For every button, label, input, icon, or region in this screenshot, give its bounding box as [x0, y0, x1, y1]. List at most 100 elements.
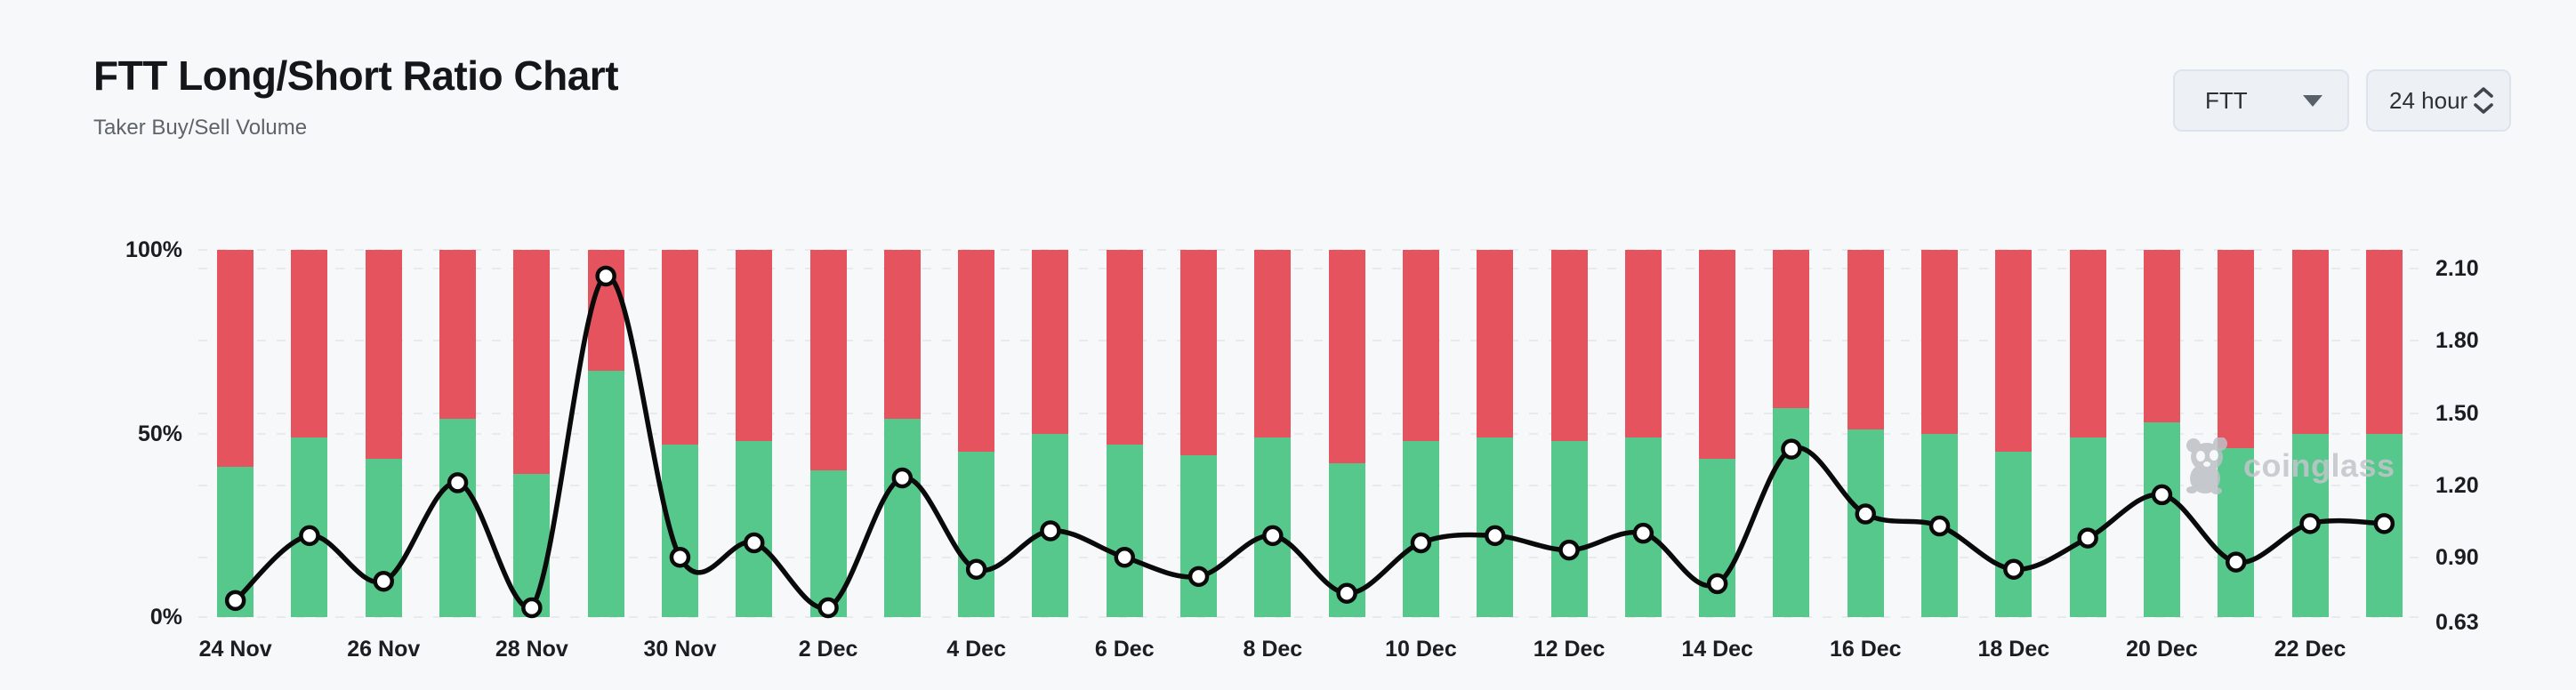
sell-segment	[2365, 250, 2403, 434]
chart-plot-area	[198, 249, 2421, 619]
x-tick-label: 22 Dec	[2274, 637, 2347, 662]
bar-26-Nov	[365, 250, 402, 617]
ratio-marker-30-Nov	[669, 546, 691, 568]
x-tick-label: 6 Dec	[1094, 637, 1155, 662]
bar-28-Nov	[513, 250, 551, 617]
buy-segment	[1550, 440, 1588, 617]
y-left-tick-label: 50%	[137, 421, 182, 446]
buy-segment	[1180, 455, 1218, 617]
y-left-tick-label: 100%	[125, 237, 182, 262]
sell-segment	[1106, 250, 1143, 445]
ratio-marker-14-Dec	[1706, 573, 1728, 595]
x-tick-label: 20 Dec	[2126, 637, 2198, 662]
x-tick-label: 2 Dec	[798, 637, 858, 662]
bar-8-Dec	[1254, 250, 1292, 617]
bar-7-Dec	[1180, 250, 1218, 617]
ratio-marker-15-Dec	[1781, 438, 1802, 460]
interval-select[interactable]: 24 hour	[2366, 69, 2511, 132]
buy-segment	[1402, 440, 1439, 617]
y-right-tick-label: 1.20	[2435, 472, 2479, 498]
buy-segment	[587, 371, 624, 617]
y-left-tick-label: 0%	[149, 605, 182, 630]
y-axis-left: 100% 50% 0%	[85, 237, 182, 630]
sell-segment	[2143, 250, 2180, 423]
sell-segment	[1032, 250, 1069, 434]
ratio-marker-27-Nov	[447, 472, 469, 493]
buy-segment	[513, 473, 551, 617]
bar-11-Dec	[1477, 250, 1514, 617]
sell-segment	[1624, 250, 1662, 437]
sell-segment	[1847, 250, 1884, 430]
ratio-marker-22-Dec	[2299, 513, 2321, 534]
sell-segment	[2218, 250, 2255, 449]
bar-24-Nov	[217, 250, 254, 617]
x-tick-label: 10 Dec	[1385, 637, 1457, 662]
x-tick-label: 14 Dec	[1681, 637, 1753, 662]
ratio-marker-10-Dec	[1410, 532, 1432, 554]
bar-3-Dec	[883, 250, 921, 617]
ratio-marker-29-Nov	[595, 265, 616, 287]
buy-segment	[1995, 452, 2033, 617]
page-subtitle: Taker Buy/Sell Volume	[93, 116, 308, 140]
sell-segment	[883, 250, 921, 419]
ratio-marker-3-Dec	[891, 467, 914, 489]
sell-segment	[291, 250, 328, 437]
buy-segment	[439, 418, 477, 617]
buy-segment	[2143, 422, 2180, 617]
ratio-marker-21-Dec	[2226, 551, 2247, 573]
bar-30-Nov	[661, 250, 698, 617]
buy-segment	[1106, 444, 1143, 617]
sell-segment	[2291, 250, 2329, 434]
sell-segment	[1477, 250, 1514, 437]
ratio-marker-5-Dec	[1040, 520, 1061, 542]
ratio-marker-17-Dec	[1928, 515, 1951, 537]
sell-segment	[809, 250, 847, 470]
sell-segment	[1180, 250, 1218, 456]
y-right-tick-label: 0.63	[2435, 609, 2479, 635]
y-right-tick-label: 0.90	[2435, 544, 2479, 570]
x-tick-label: 26 Nov	[347, 637, 421, 662]
buy-segment	[736, 440, 773, 617]
sell-segment	[217, 250, 254, 467]
y-right-tick-label: 2.10	[2435, 256, 2479, 282]
bar-21-Dec	[2218, 250, 2255, 617]
ratio-marker-19-Dec	[2077, 527, 2098, 549]
buy-segment	[2069, 437, 2106, 617]
bar-29-Nov	[587, 250, 624, 617]
sell-segment	[1402, 250, 1439, 441]
sell-segment	[2069, 250, 2106, 437]
x-tick-label: 30 Nov	[643, 637, 717, 662]
buy-segment	[2218, 448, 2255, 617]
x-tick-label: 12 Dec	[1533, 637, 1606, 662]
x-tick-label: 16 Dec	[1829, 637, 1902, 662]
bar-27-Nov	[439, 250, 477, 617]
ratio-marker-11-Dec	[1485, 525, 1506, 547]
sell-segment	[1550, 250, 1588, 441]
sell-segment	[736, 250, 773, 441]
x-axis: 24 Nov 26 Nov 28 Nov 30 Nov 2 Dec 4 Dec 6 Dec 8…	[198, 628, 2421, 670]
x-tick-label: 8 Dec	[1243, 637, 1303, 662]
bar-4-Dec	[958, 250, 995, 617]
buy-segment	[883, 418, 921, 617]
sell-segment	[1254, 250, 1292, 437]
bar-19-Dec	[2069, 250, 2106, 617]
x-tick-label: 28 Nov	[495, 637, 568, 662]
chevron-down-icon	[2303, 94, 2322, 107]
sell-segment	[1328, 250, 1365, 463]
ratio-marker-2-Dec	[817, 597, 839, 619]
bar-20-Dec	[2143, 250, 2180, 617]
symbol-select[interactable]: FTT	[2173, 69, 2349, 132]
sell-segment	[1699, 250, 1736, 460]
bar-1-Dec	[736, 250, 773, 617]
sell-segment	[439, 250, 477, 419]
bar-6-Dec	[1106, 250, 1143, 617]
x-tick-label: 24 Nov	[198, 637, 272, 662]
y-right-tick-label: 1.80	[2435, 328, 2479, 354]
ratio-marker-12-Dec	[1558, 539, 1580, 561]
ratio-marker-16-Dec	[1855, 503, 1876, 525]
ratio-marker-8-Dec	[1262, 525, 1284, 547]
interval-select-value: 24 hour	[2389, 86, 2468, 114]
bar-14-Dec	[1699, 250, 1736, 617]
x-tick-label: 4 Dec	[946, 637, 1006, 662]
bar-12-Dec	[1550, 250, 1588, 617]
